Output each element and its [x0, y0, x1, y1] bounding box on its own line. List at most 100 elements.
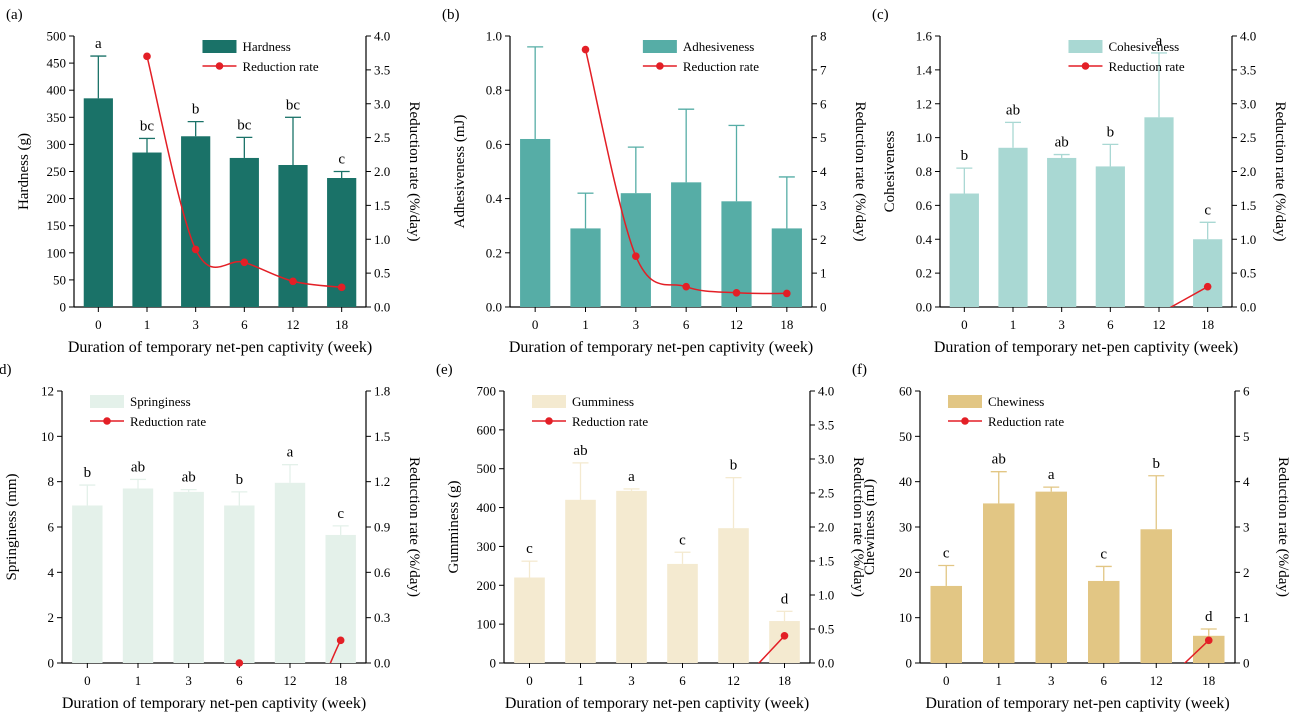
bar	[274, 482, 306, 663]
y2-tick-label: 1	[820, 266, 827, 281]
significance-letter: ab	[573, 443, 587, 459]
y2-tick-label: 1.2	[374, 474, 390, 489]
y2-tick-label: 3.0	[1240, 96, 1256, 111]
y-tick-label: 350	[47, 110, 67, 125]
significance-letter: d	[1205, 609, 1213, 625]
x-tick-label: 6	[683, 317, 690, 332]
significance-letter: ab	[1055, 135, 1069, 151]
y-tick-label: 700	[477, 384, 497, 399]
bar	[83, 98, 113, 307]
rate-point	[336, 636, 345, 645]
y2-tick-label: 3.0	[818, 452, 834, 467]
y2-tick-label: 2.5	[818, 486, 834, 501]
y2-tick-label: 0.0	[818, 656, 834, 671]
bar	[667, 563, 698, 663]
significance-letter: c	[679, 532, 686, 548]
y-tick-label: 1.6	[916, 29, 933, 44]
y-tick-label: 1.4	[916, 62, 933, 77]
y2-tick-label: 3.0	[374, 96, 390, 111]
legend-label-bars: Springiness	[130, 394, 191, 409]
bar	[173, 491, 204, 663]
x-axis-title: Duration of temporary net-pen captivity …	[505, 695, 809, 712]
x-axis-title: Duration of temporary net-pen captivity …	[62, 695, 366, 712]
y2-tick-label: 0.0	[1240, 300, 1256, 315]
y-tick-label: 1.2	[916, 96, 932, 111]
y2-tick-label: 1.5	[374, 429, 390, 444]
significance-letter: c	[1204, 202, 1211, 218]
y-tick-label: 0	[906, 656, 913, 671]
rate-point	[732, 288, 741, 297]
significance-letter: ab	[1006, 102, 1020, 118]
y2-tick-label: 2.5	[374, 130, 390, 145]
y2-tick-label: 0.6	[374, 565, 391, 580]
bar	[570, 228, 601, 307]
significance-letter: ab	[182, 470, 196, 486]
x-tick-label: 18	[335, 317, 348, 332]
x-tick-label: 18	[778, 673, 791, 688]
legend-swatch-bars	[642, 40, 677, 53]
rate-point	[581, 45, 590, 54]
significance-letter: b	[236, 472, 244, 488]
y-tick-label: 250	[47, 164, 67, 179]
y-tick-label: 200	[47, 191, 67, 206]
significance-letter: c	[943, 546, 950, 562]
x-tick-label: 1	[996, 673, 1003, 688]
y-axis-title: Cohesiveness	[882, 131, 898, 213]
rate-point	[682, 282, 690, 291]
y-tick-label: 0.4	[916, 232, 933, 247]
y2-axis-title: Reduction rate (%/day)	[850, 457, 866, 597]
bar	[224, 505, 255, 663]
y-tick-label: 0.8	[486, 83, 502, 98]
x-axis-title: Duration of temporary net-pen captivity …	[68, 339, 372, 356]
y2-tick-label: 3.5	[818, 418, 834, 433]
y-tick-label: 300	[47, 137, 67, 152]
significance-letter: a	[287, 445, 294, 461]
y2-tick-label: 7	[820, 62, 827, 77]
bar	[520, 138, 551, 307]
y2-tick-label: 1.0	[818, 588, 834, 603]
x-tick-label: 18	[780, 317, 793, 332]
legend-swatch-marker	[103, 417, 111, 425]
y-tick-label: 500	[47, 29, 67, 44]
legend-swatch-bars	[532, 395, 566, 408]
panel-label: (d)	[0, 362, 12, 378]
y-tick-label: 50	[53, 272, 66, 287]
y-tick-label: 10	[41, 429, 54, 444]
x-tick-label: 6	[236, 673, 243, 688]
significance-letter: b	[192, 102, 200, 118]
y2-tick-label: 1.8	[374, 384, 390, 399]
significance-letter: ab	[992, 452, 1006, 468]
significance-letter: b	[730, 458, 738, 474]
x-tick-label: 3	[185, 673, 192, 688]
bar	[1095, 166, 1125, 307]
chart-panel: (d)0246810120.00.30.60.91.21.51.8Springi…	[0, 362, 422, 712]
y-tick-label: 0.8	[916, 164, 932, 179]
rate-point	[240, 258, 249, 267]
y-tick-label: 2	[48, 610, 55, 625]
significance-letter: a	[1048, 467, 1055, 483]
rate-point	[780, 632, 789, 640]
y2-tick-label: 0.5	[1240, 266, 1256, 281]
x-tick-label: 3	[192, 317, 199, 332]
rate-point	[783, 289, 791, 298]
rate-line	[1183, 639, 1210, 663]
legend-swatch-bars	[202, 40, 237, 53]
legend-label-line: Reduction rate	[242, 59, 318, 74]
significance-letter: bc	[237, 117, 252, 133]
y2-tick-label: 4.0	[374, 29, 390, 44]
x-tick-label: 18	[1201, 317, 1214, 332]
legend-label-bars: Adhesiveness	[683, 39, 755, 54]
x-axis-title: Duration of temporary net-pen captivity …	[925, 695, 1229, 712]
legend-label-bars: Cohesiveness	[1108, 39, 1179, 54]
y-tick-label: 400	[47, 83, 67, 98]
y2-tick-label: 0	[1243, 656, 1250, 671]
y-tick-label: 200	[477, 578, 497, 593]
legend-swatch-marker	[545, 417, 553, 425]
panel-label: (c)	[872, 7, 889, 23]
bar	[983, 503, 1015, 663]
legend-label-bars: Chewiness	[988, 394, 1044, 409]
rate-point	[337, 283, 346, 292]
y-tick-label: 400	[477, 500, 497, 515]
